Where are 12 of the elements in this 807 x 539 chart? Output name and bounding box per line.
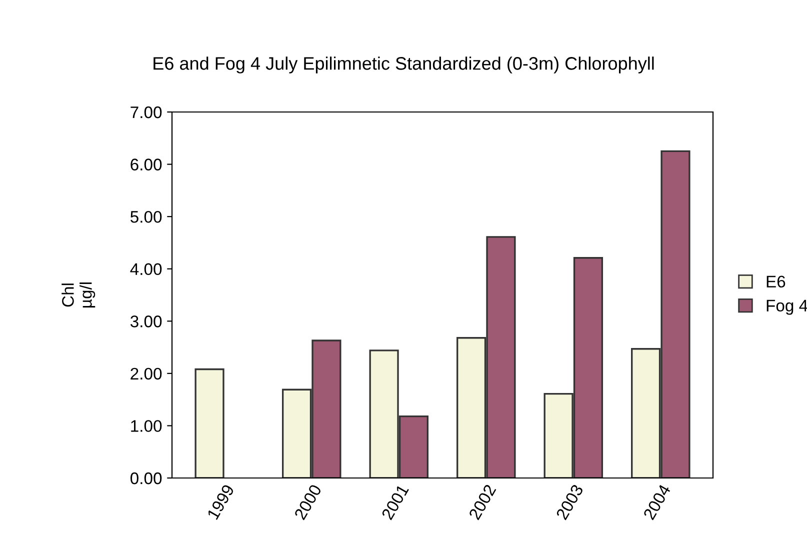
y-tick-label: 4.00 [130, 263, 162, 276]
y-tick-label: 1.00 [131, 420, 162, 432]
y-tick-label: 7.00 [130, 106, 162, 118]
y-axis-title: Chl µg/l [62, 282, 96, 308]
y-tick-label: 2.00 [130, 368, 162, 380]
chart-title: E6 and Fog 4 July Epilimnetic Standardized (0-3m) Chlorophyll [154, 56, 654, 74]
legend-label: E6 [766, 276, 786, 288]
y-tick-label: 3.00 [130, 316, 162, 328]
bar [194, 368, 224, 478]
y-tick-label: 6.00 [130, 158, 162, 170]
y-tick-label: 0.00 [130, 472, 162, 484]
y-tick-label: 5.00 [130, 210, 162, 223]
